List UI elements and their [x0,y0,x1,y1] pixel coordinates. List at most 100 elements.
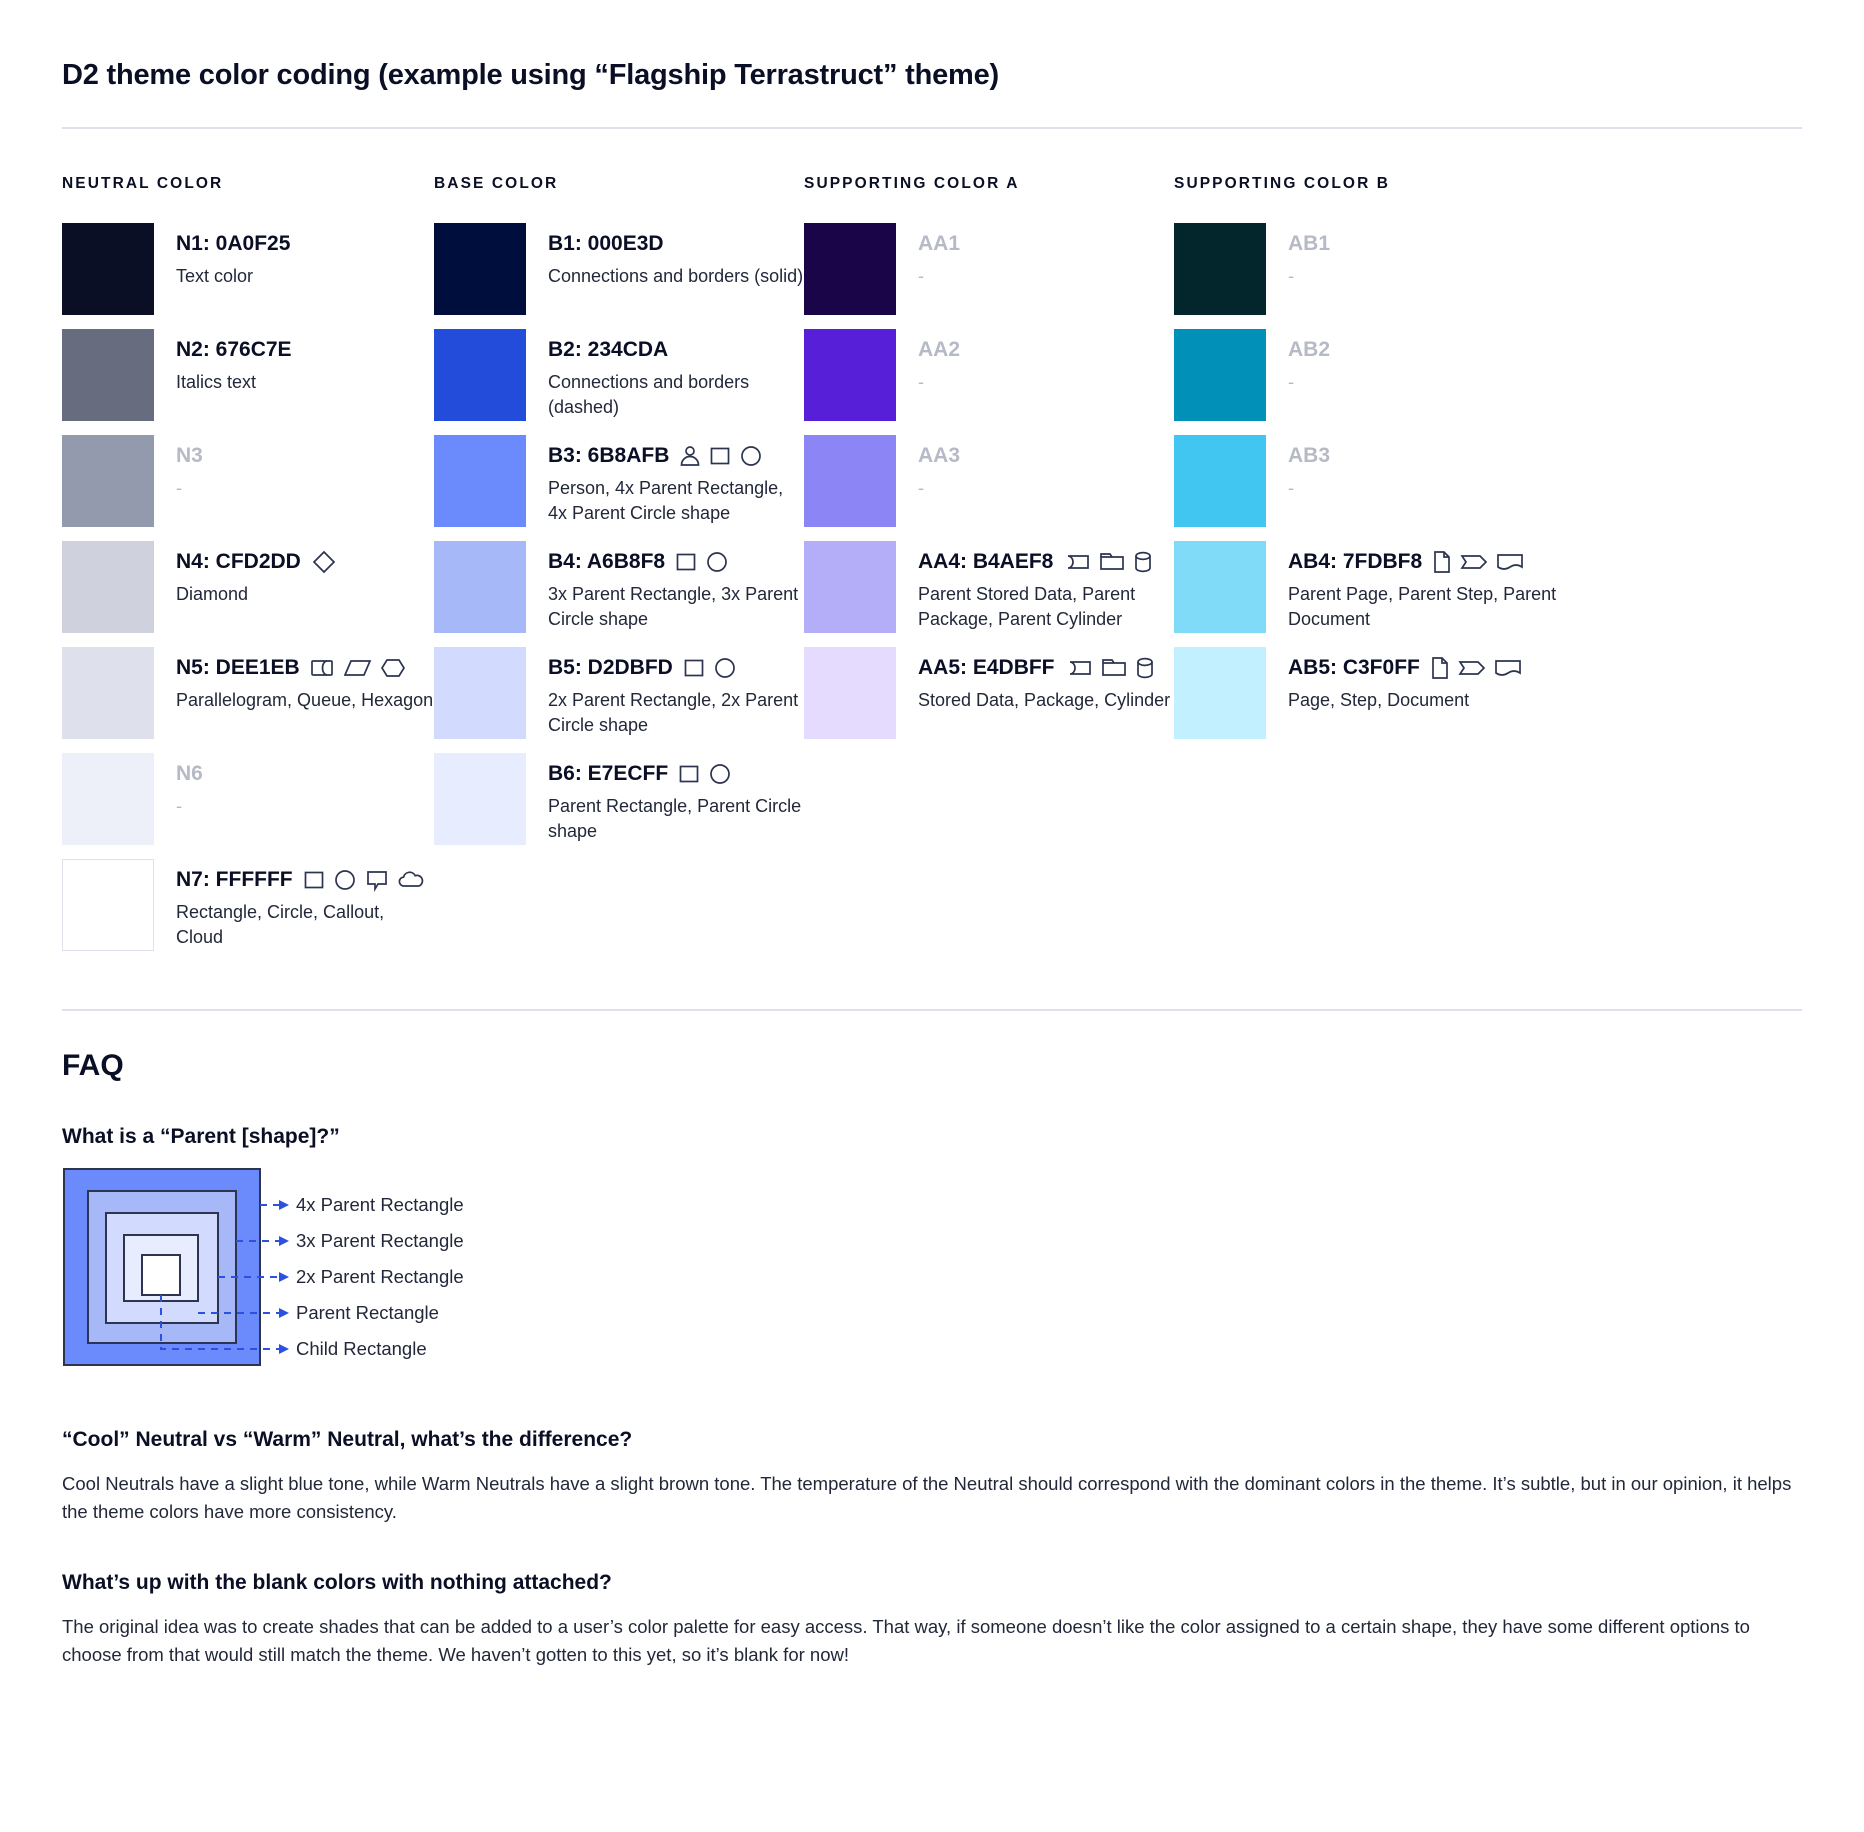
color-usage-description: Page, Step, Document [1288,689,1470,710]
color-row-text: N4: CFD2DD Diamond [176,541,337,608]
color-swatch[interactable] [434,540,526,633]
color-swatch[interactable] [62,222,154,315]
color-swatch[interactable] [62,752,154,845]
parallelogram-icon [343,658,372,678]
color-swatch[interactable] [1174,434,1266,527]
color-row-text: AA2 - [918,329,960,396]
color-row: N7: FFFFFF Rectangle, Circle, Callout, Cl… [62,858,434,957]
color-row-text: B4: A6B8F8 3x Parent Rectangle, 3x Parent… [548,541,804,633]
color-swatch[interactable] [434,752,526,845]
color-usage-description: - [176,477,182,498]
color-swatch[interactable] [62,858,154,951]
color-row-text: N2: 676C7E Italics text [176,329,292,396]
color-row: B3: 6B8AFB Person, 4x Parent Rectangle, 4… [434,434,804,533]
callout-icon [365,868,389,892]
column-header: BASE COLOR [434,174,559,192]
color-swatch[interactable] [804,434,896,527]
color-code-label: N6 [176,761,203,785]
page-title: D2 theme color coding (example using “Fl… [62,59,1000,91]
column-header: SUPPORTING COLOR B [1174,174,1391,192]
color-row: N6 - [62,752,434,851]
faq-divider [62,1008,1802,1011]
color-row-title-line: B2: 234CDA [548,337,804,363]
color-swatch[interactable] [804,646,896,739]
color-swatch[interactable] [62,434,154,527]
color-row-text: B6: E7ECFF Parent Rectangle, Parent Circl… [548,753,804,845]
color-row-text: AB5: C3F0FF Page, Step, Document [1288,647,1522,714]
color-row: B5: D2DBFD 2x Parent Rectangle, 2x Parent… [434,646,804,745]
connector-arrow-icon [279,1343,289,1354]
color-row: AA2 - [804,328,1174,427]
color-code-label: AA3 [918,443,961,467]
color-swatch[interactable] [1174,540,1266,633]
color-swatch[interactable] [804,222,896,315]
diagram-label: 2x Parent Rectangle [296,1266,464,1287]
color-row: N4: CFD2DD Diamond [62,540,434,639]
queue-icon [310,658,336,678]
color-swatch[interactable] [62,328,154,421]
color-swatch[interactable] [62,540,154,633]
color-row: AA3 - [804,434,1174,533]
color-code-label: AA4: B4AEF8 [918,549,1054,573]
rectangle-icon [683,657,705,679]
color-code-label: N1: 0A0F25 [176,231,291,255]
shape-icon-group [1430,656,1522,680]
connector-arrow-icon [279,1235,289,1246]
shape-icon-group [1432,550,1524,574]
color-row: AB5: C3F0FF Page, Step, Document [1174,646,1614,745]
diagram-label: 3x Parent Rectangle [296,1230,464,1251]
color-usage-description: Rectangle, Circle, Callout, Cloud [176,901,385,948]
connector-arrow-icon [279,1199,289,1210]
color-usage-description: - [1288,371,1294,392]
color-code-label: AA2 [918,337,961,361]
step-icon [1458,658,1486,678]
color-usage-description: Parent Stored Data, Parent Package, Pare… [918,583,1136,630]
color-row: N5: DEE1EB Parallelogram, Queue, Hexagon [62,646,434,745]
color-usage-description: 2x Parent Rectangle, 2x Parent Circle sh… [548,689,799,736]
color-row-title-line: AA3 [918,443,960,469]
color-code-label: B4: A6B8F8 [548,549,666,573]
color-swatch[interactable] [434,222,526,315]
color-row: AB4: 7FDBF8 Parent Page, Parent Step, Par… [1174,540,1614,639]
color-usage-description: Stored Data, Package, Cylinder [918,689,1171,710]
color-code-label: N3 [176,443,203,467]
color-row-title-line: N4: CFD2DD [176,549,337,575]
color-usage-description: Italics text [176,371,257,392]
cloud-icon [397,870,425,890]
stored-data-icon [1063,552,1091,572]
color-row-title-line: N3 [176,443,203,469]
circle-icon [713,656,737,680]
connector-arrow-icon [279,1307,289,1318]
document-icon [1494,657,1522,679]
color-usage-description: - [918,265,924,286]
color-row-text: N6 - [176,753,203,820]
color-row-text: N5: DEE1EB Parallelogram, Queue, Hexagon [176,647,433,714]
color-row-title-line: AB1 [1288,231,1330,257]
color-swatch[interactable] [434,434,526,527]
faq-answer-cool-warm: Cool Neutrals have a slight blue tone, w… [62,1472,1792,1522]
color-row: N2: 676C7E Italics text [62,328,434,427]
color-swatch[interactable] [804,540,896,633]
color-row-title-line: AB2 [1288,337,1330,363]
faq-question-blank-colors: What’s up with the blank colors with not… [62,1571,612,1595]
color-row: AA4: B4AEF8 Parent Stored Data, Parent Pa… [804,540,1174,639]
color-swatch[interactable] [804,328,896,421]
color-row-title-line: B5: D2DBFD [548,655,804,681]
step-icon [1460,552,1488,572]
color-row: AB3 - [1174,434,1614,533]
color-row-title-line: N1: 0A0F25 [176,231,290,257]
color-usage-description: Connections and borders (dashed) [548,371,750,418]
column-header: NEUTRAL COLOR [62,174,224,192]
color-swatch[interactable] [434,646,526,739]
color-swatch[interactable] [1174,646,1266,739]
color-swatch[interactable] [62,646,154,739]
package-icon [1101,657,1127,679]
faq-question-cool-warm: “Cool” Neutral vs “Warm” Neutral, what’s… [62,1427,633,1451]
color-swatch[interactable] [1174,328,1266,421]
color-code-label: B6: E7ECFF [548,761,669,785]
color-code-label: B2: 234CDA [548,337,669,361]
diagram-connector [160,1294,280,1350]
circle-icon [739,444,763,468]
color-swatch[interactable] [434,328,526,421]
color-swatch[interactable] [1174,222,1266,315]
